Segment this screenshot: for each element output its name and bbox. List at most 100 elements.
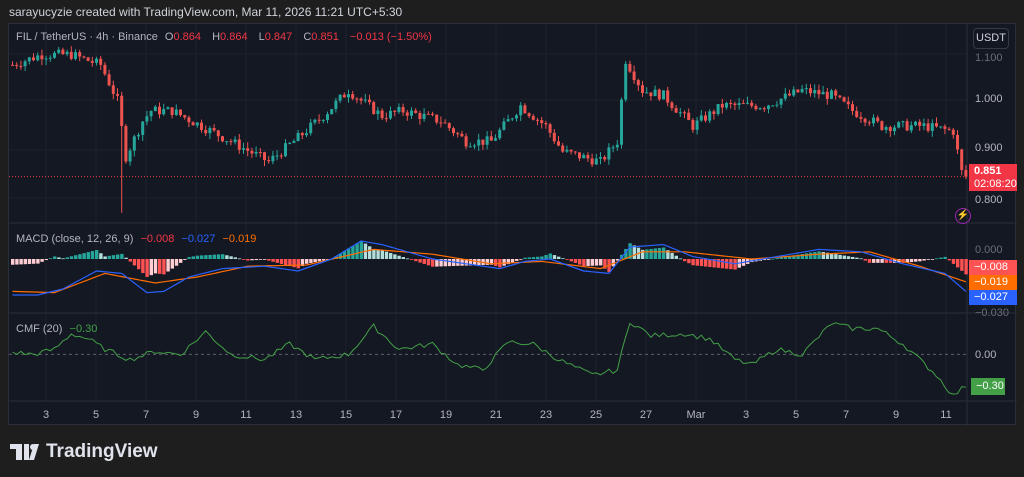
macd-histogram-bar — [313, 259, 317, 263]
candle-body — [498, 129, 502, 139]
macd-histogram-bar — [762, 259, 767, 261]
time-axis-label: 11 — [940, 409, 952, 421]
candle-body — [893, 127, 896, 132]
candle-body — [347, 94, 350, 98]
macd-histogram-bar — [653, 248, 657, 259]
macd-histogram-bar — [632, 245, 636, 259]
time-axis-label: 5 — [92, 409, 100, 421]
tradingview-logo[interactable]: TradingView — [10, 441, 158, 463]
candle-body — [187, 117, 191, 123]
macd-histogram-bar — [69, 256, 74, 259]
candle-body — [145, 116, 149, 122]
candle-body — [716, 103, 720, 115]
price-axis-label: 1.000 — [975, 93, 1003, 105]
macd-histogram-bar — [939, 257, 943, 259]
macd-histogram-bar — [888, 259, 893, 263]
macd-histogram-bar — [32, 259, 36, 264]
time-axis-label: 13 — [289, 409, 303, 421]
cmf-label[interactable]: CMF (20) — [16, 323, 63, 335]
macd-histogram-bar — [914, 259, 918, 262]
candle-body — [779, 98, 783, 105]
candle-body — [758, 108, 762, 110]
cmf-line — [12, 322, 966, 395]
candle-body — [817, 89, 821, 95]
candle-body — [305, 133, 308, 136]
candle-body — [229, 141, 233, 143]
candle-body — [767, 105, 770, 110]
macd-histogram-bar — [258, 259, 263, 260]
macd-histogram-bar — [779, 257, 783, 259]
signal-line — [12, 248, 967, 294]
macd-histogram-bar — [817, 251, 821, 259]
macd-histogram-bar — [641, 249, 645, 259]
macd-legend: MACD (close, 12, 26, 9) −0.008 −0.027 −0… — [16, 233, 260, 245]
credit-text: sarayucyzie created with TradingView.com… — [9, 5, 403, 19]
candle-body — [162, 109, 166, 115]
macd-label[interactable]: MACD (close, 12, 26, 9) — [16, 233, 134, 245]
candle-body — [725, 102, 728, 108]
time-axis-label: 7 — [142, 409, 150, 421]
candle-body — [922, 123, 926, 126]
candle-body — [641, 85, 644, 93]
macd-histogram-bar — [204, 255, 208, 259]
macd-histogram-bar — [804, 253, 809, 259]
macd-histogram-bar — [662, 247, 666, 259]
macd-histogram-bar — [527, 257, 531, 259]
candle-body — [872, 117, 875, 124]
macd-histogram-bar — [897, 259, 901, 263]
candle-body — [103, 64, 107, 75]
candle-body — [599, 157, 602, 159]
candle-body — [695, 120, 699, 130]
macd-histogram-bar — [838, 254, 842, 259]
macd-histogram-bar — [951, 259, 956, 264]
candle-body — [788, 93, 791, 96]
macd-histogram-bar — [519, 259, 523, 260]
candle-body — [61, 49, 65, 55]
symbol-name[interactable]: FIL / TetherUS · 4h · Binance — [16, 31, 158, 43]
close-value: 0.851 — [311, 31, 339, 43]
candle-body — [611, 147, 615, 149]
candle-body — [389, 110, 392, 119]
candle-body — [359, 98, 363, 101]
candle-body — [300, 133, 304, 136]
chart-canvas[interactable] — [9, 24, 1017, 426]
candle-body — [380, 110, 384, 119]
candle-body — [36, 55, 40, 61]
macd-histogram-bar — [809, 252, 813, 259]
macd-histogram-bar — [405, 258, 410, 260]
macd-histogram-bar — [271, 259, 275, 262]
macd-histogram-bar — [792, 255, 796, 259]
macd-histogram-bar — [800, 254, 804, 259]
macd-histogram-bar — [649, 248, 653, 259]
candle-body — [191, 122, 195, 126]
lightning-icon[interactable]: ⚡ — [955, 208, 971, 224]
macd-histogram-bar — [796, 254, 800, 259]
macd-histogram-bar — [720, 259, 725, 269]
candle-body — [582, 154, 586, 159]
candle-body — [363, 99, 367, 101]
chart-panel[interactable]: FIL / TetherUS · 4h · Binance O0.864 H0.… — [8, 23, 1017, 426]
macd-histogram-bar — [380, 250, 384, 259]
high-value: 0.864 — [220, 31, 248, 43]
candle-body — [208, 127, 212, 134]
macd-histogram-bar — [683, 259, 687, 262]
candle-body — [704, 115, 707, 121]
macd-histogram-bar — [573, 259, 578, 263]
macd-histogram-bar — [536, 256, 540, 259]
macd-histogram-bar — [510, 259, 515, 263]
candle-body — [225, 141, 229, 143]
candle-body — [32, 57, 35, 61]
macd-histogram-bar — [95, 250, 99, 259]
currency-button[interactable]: USDT — [973, 28, 1009, 49]
macd-histogram-bar — [918, 259, 922, 262]
change-value: −0.013 (−1.50%) — [349, 31, 432, 43]
macd-histogram-bar — [170, 259, 174, 269]
candle-body — [481, 139, 485, 145]
macd-histogram-bar — [926, 259, 930, 260]
macd-histogram-bar — [208, 254, 212, 259]
macd-histogram-bar — [603, 259, 607, 269]
macd-histogram-bar — [229, 256, 233, 259]
candle-body — [943, 126, 947, 129]
candle-body — [838, 95, 842, 98]
candle-body — [443, 122, 447, 124]
